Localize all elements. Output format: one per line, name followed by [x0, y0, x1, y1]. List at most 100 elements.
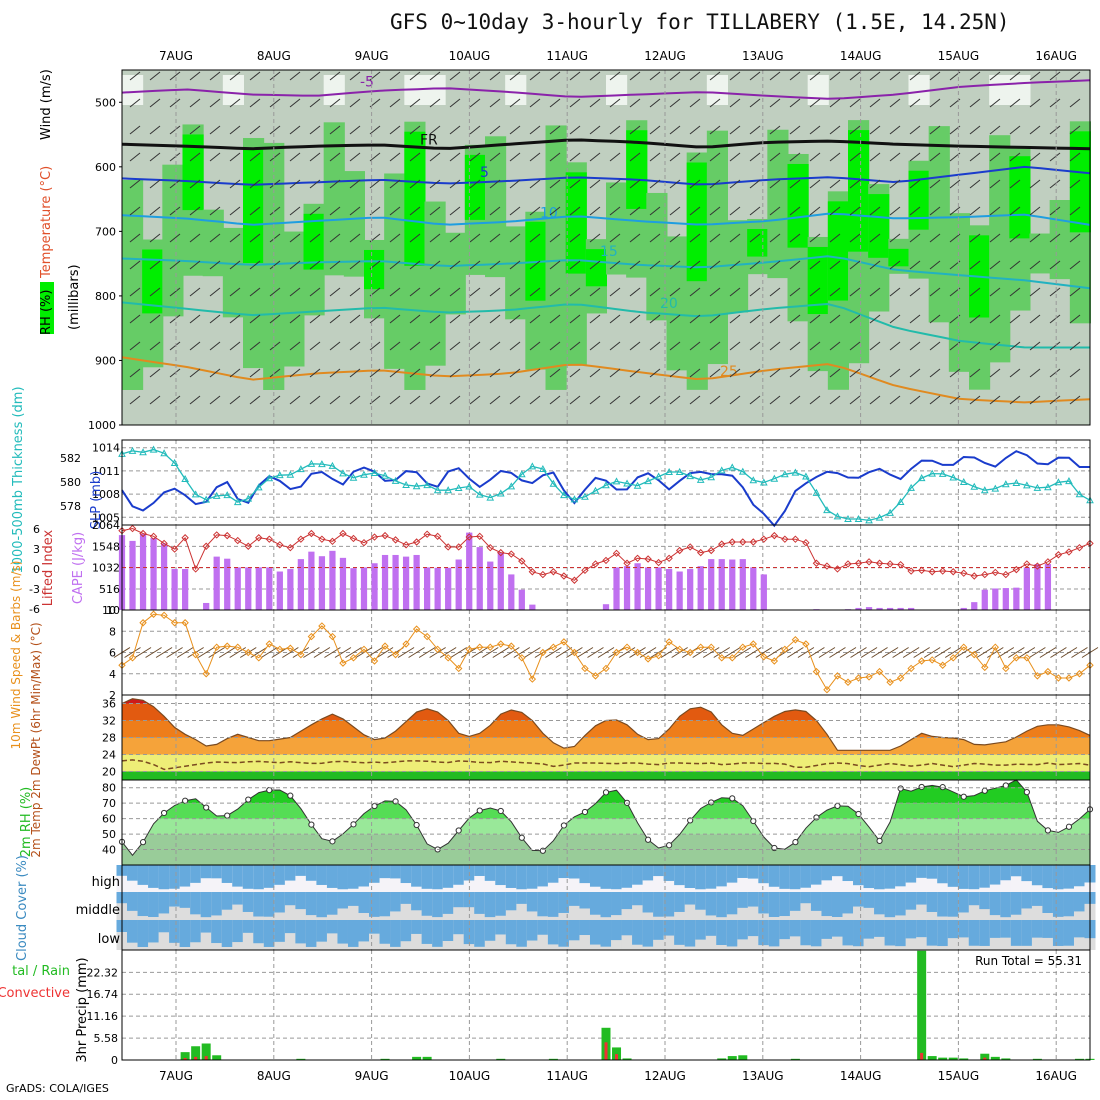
wind-speed-point: [928, 656, 936, 664]
cloud-cell-bg: [737, 865, 749, 892]
cloud-cover-middle: [632, 892, 644, 906]
precip-total-bar: [180, 1052, 190, 1060]
cloud-cover-middle: [737, 892, 749, 908]
rh2m-point: [497, 807, 504, 815]
cloud-cover-low: [200, 920, 212, 933]
lifted-index-point: [276, 541, 284, 549]
wind-barb: [629, 98, 641, 108]
wind-barb-10m: [471, 647, 489, 658]
wind-barb: [869, 98, 881, 108]
cape-bar: [644, 567, 652, 610]
rh2m-point: [813, 814, 820, 821]
wind-barb: [609, 98, 621, 108]
thickness-tick-label: 580: [60, 476, 81, 489]
wind-speed-point: [686, 648, 694, 657]
wind-barb: [149, 125, 161, 135]
cloud-cover-low: [484, 920, 496, 941]
cloud-cover-middle: [842, 892, 854, 914]
cloud-cover-middle: [831, 892, 843, 917]
wind-barb-10m: [818, 647, 836, 658]
date-label-top: 14AUG: [840, 49, 882, 63]
lifted-index-point: [1023, 560, 1031, 568]
wind-barb: [149, 368, 161, 378]
wind-barb: [829, 287, 841, 297]
cloud-cover-middle: [232, 892, 244, 905]
cloud-cover-high: [526, 865, 538, 889]
rh-band: [122, 803, 1090, 819]
wind-barb: [249, 206, 261, 216]
wind-barb: [229, 314, 241, 324]
wind-barb: [249, 341, 261, 351]
wind-barb: [329, 206, 341, 216]
wind-speed-point: [212, 643, 221, 651]
cloud-cover-high: [1052, 865, 1064, 890]
wind-barb: [469, 206, 481, 216]
precip-convective-bar: [194, 1056, 198, 1060]
wind-barb: [249, 71, 261, 81]
wind-barb: [169, 125, 181, 135]
date-label-top: 9AUG: [355, 49, 389, 63]
wind-barb: [229, 71, 241, 81]
cloud-cover-high: [505, 865, 517, 888]
wind-barb: [149, 314, 161, 324]
wind-barb: [389, 233, 401, 243]
wind-barb: [429, 179, 441, 189]
li-tick-label: 0: [33, 563, 40, 576]
wind-barb: [429, 125, 441, 135]
thickness-point: [149, 445, 158, 453]
cloud-cover-middle: [305, 892, 317, 916]
wind-barb: [609, 260, 621, 270]
thickness-point: [865, 516, 873, 524]
wind-barb: [389, 206, 401, 216]
wind-barb: [849, 233, 861, 243]
wind-barb-10m: [345, 647, 362, 658]
wind-barb: [849, 125, 861, 135]
thickness-point: [1023, 481, 1031, 489]
wind-barb: [789, 233, 801, 243]
thickness-point: [560, 491, 568, 499]
wind-barb: [749, 125, 761, 135]
lifted-index-point: [1054, 551, 1063, 559]
wind-barb: [1029, 314, 1041, 324]
cape-bar: [434, 567, 441, 610]
rh2m-point: [350, 821, 357, 828]
wind-barb: [889, 314, 901, 324]
wind-speed-point: [938, 661, 947, 669]
wind-barb: [209, 395, 221, 405]
wind-barb: [669, 368, 681, 378]
temp-band: [122, 720, 1090, 738]
wind-barb: [129, 395, 141, 405]
wind-barb: [409, 260, 421, 270]
rh2m-point: [308, 821, 315, 828]
cape-bar: [602, 604, 610, 610]
wind-barb: [909, 98, 921, 108]
cloud-cover-low: [989, 920, 1001, 938]
cape-bar: [266, 567, 273, 610]
isotherm-label: -5: [360, 75, 374, 91]
wind-barb: [509, 125, 521, 135]
wind-barb: [529, 287, 541, 297]
precip-ylabel: 3hr Precip (mm): [75, 957, 90, 1062]
date-label-bottom: 8AUG: [257, 1069, 291, 1083]
wind-barb: [909, 71, 921, 81]
wind-barb: [729, 368, 741, 378]
cape-bar: [402, 556, 410, 610]
wind-barb: [629, 179, 641, 189]
wind-barb: [729, 395, 741, 405]
thickness-point: [665, 467, 673, 475]
wind-barb: [789, 125, 801, 135]
cloud-cover-middle: [884, 892, 896, 918]
cloud-cover-high: [968, 865, 980, 890]
wind-barb: [569, 98, 581, 108]
wind-barb-10m: [545, 647, 562, 658]
wind-barb: [629, 314, 641, 324]
wind-barb-10m: [934, 647, 951, 658]
lifted-index-point: [412, 538, 421, 546]
cloud-cover-low: [537, 920, 549, 935]
cloud-cover-middle: [642, 892, 654, 913]
cloud-cell-bg: [200, 865, 212, 892]
cloud-cover-low: [621, 920, 633, 936]
cloud-cover-low: [968, 920, 980, 946]
date-label-top: 15AUG: [938, 49, 980, 63]
cloud-cell-bg: [411, 920, 423, 950]
